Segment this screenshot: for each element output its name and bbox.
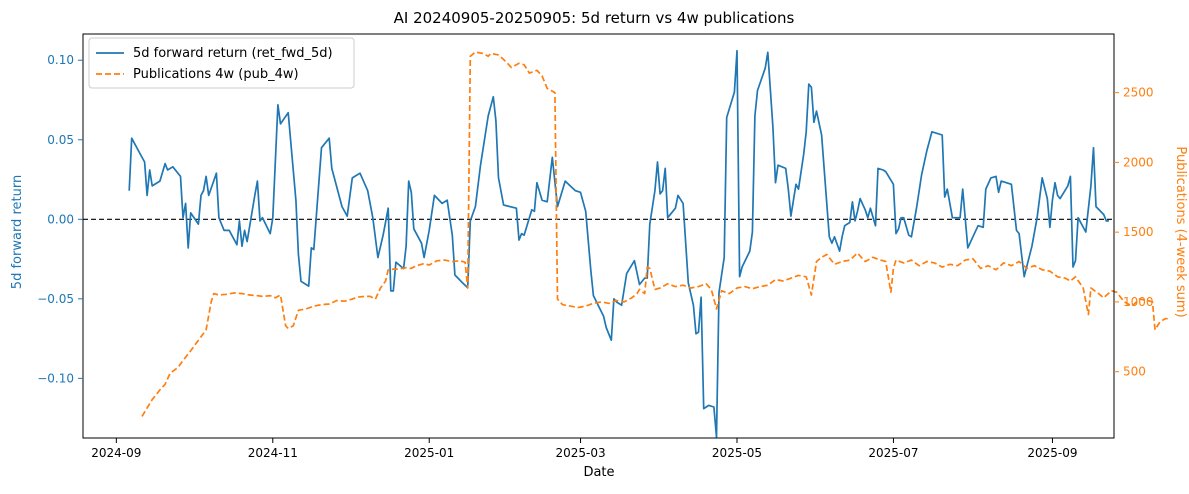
x-tick-label: 2025-09 <box>1027 446 1077 460</box>
x-axis-label: Date <box>583 465 614 480</box>
x-tick-label: 2025-03 <box>555 446 605 460</box>
legend-box <box>88 37 355 89</box>
y-left-tick-label: −0.05 <box>37 292 74 306</box>
x-tick-label: 2024-11 <box>248 446 298 460</box>
y-right-tick-label: 500 <box>1123 365 1146 379</box>
y-left-tick-label: 0.05 <box>47 133 74 147</box>
y-left-tick-label: −0.10 <box>37 371 74 385</box>
y-right-tick-label: 1000 <box>1123 295 1154 309</box>
legend-label-ret: 5d forward return (ret_fwd_5d) <box>133 46 333 61</box>
legend: 5d forward return (ret_fwd_5d) Publicati… <box>88 37 355 89</box>
plot-frame <box>82 33 1115 439</box>
y-axis-label-left: 5d forward return <box>10 175 25 289</box>
chart-title: AI 20240905-20250905: 5d return vs 4w pu… <box>394 9 795 27</box>
y-right-tick-label: 2000 <box>1123 155 1154 169</box>
y-left-tick-label: 0.10 <box>47 53 74 67</box>
series-line-pub-4w <box>141 51 1171 417</box>
y-right-tick-label: 1500 <box>1123 225 1154 239</box>
y-axis-label-right: Publications (4-week sum) <box>1173 146 1188 317</box>
x-tick-label: 2025-07 <box>868 446 918 460</box>
legend-label-pub: Publications 4w (pub_4w) <box>133 67 299 82</box>
y-left-tick-label: 0.00 <box>47 212 74 226</box>
x-tick-label: 2025-05 <box>712 446 762 460</box>
x-tick-label: 2025-01 <box>404 446 454 460</box>
y-right-tick-label: 2500 <box>1123 86 1154 100</box>
x-tick-label: 2024-09 <box>91 446 141 460</box>
series-line-ret-fwd-5d <box>128 49 1109 439</box>
